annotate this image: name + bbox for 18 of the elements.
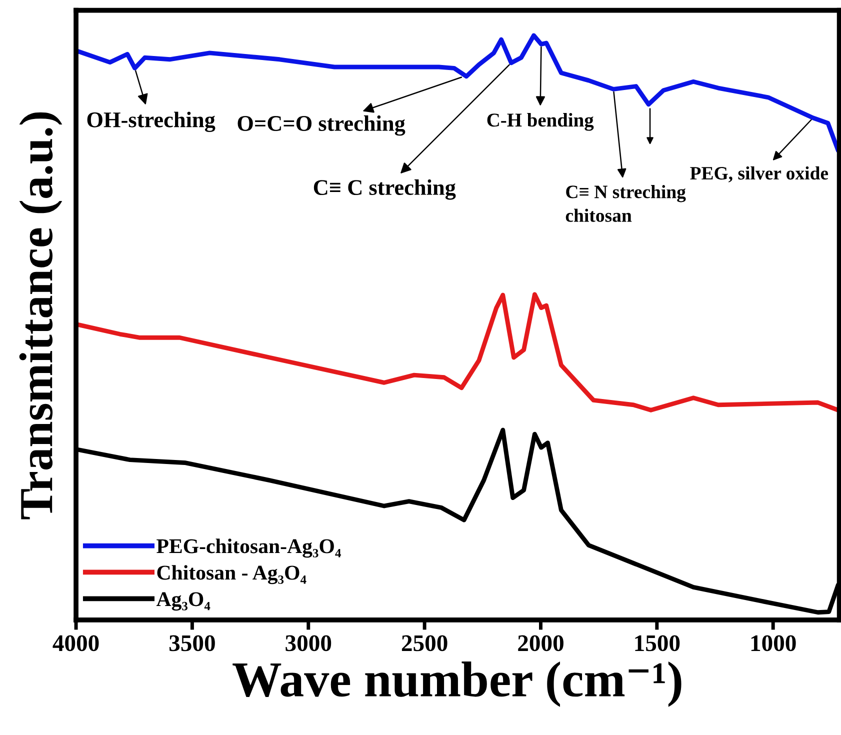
annotation: C-H bending bbox=[487, 112, 594, 131]
annotation: C≡ N streching chitosan bbox=[566, 185, 686, 222]
legend-label: PEG-chitosan-Ag₃O₄ bbox=[156, 538, 341, 558]
x-tick-label: 3500 bbox=[169, 635, 215, 652]
annotation: O=C=O streching bbox=[238, 115, 406, 136]
x-tick-label: 2000 bbox=[518, 635, 564, 652]
annotation: C≡ C streching bbox=[314, 179, 456, 200]
x-tick-label: 1500 bbox=[635, 635, 680, 652]
legend-label: Ag₃O₄ bbox=[156, 592, 210, 611]
x-axis-title: Wave number (cm⁻¹) bbox=[232, 662, 682, 707]
x-tick-label: 3000 bbox=[286, 635, 332, 652]
annotation: OH-streching bbox=[87, 112, 216, 132]
x-tick-label: 4000 bbox=[52, 635, 99, 652]
x-tick-label: 2500 bbox=[402, 635, 448, 652]
annotation: PEG, silver oxide bbox=[690, 166, 828, 182]
y-axis-title: Transmittance (a.u.) bbox=[19, 112, 62, 520]
x-tick-label: 1000 bbox=[751, 635, 796, 652]
legend-label: Chitosan - Ag₃O₄ bbox=[157, 565, 306, 584]
